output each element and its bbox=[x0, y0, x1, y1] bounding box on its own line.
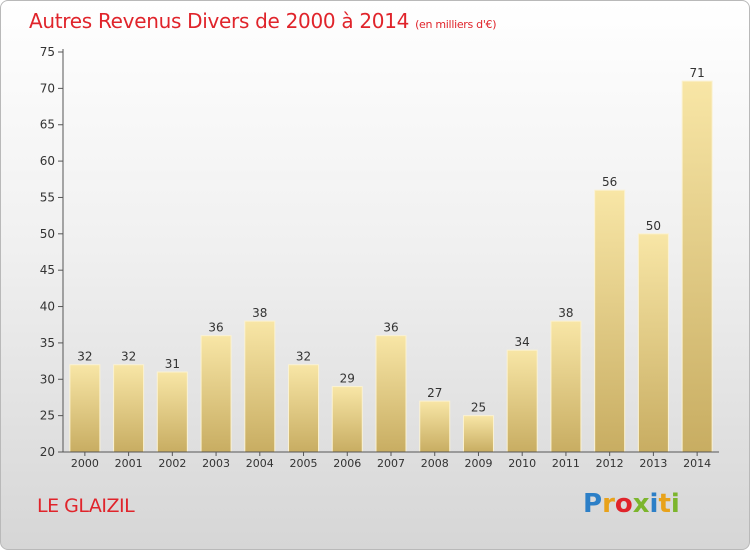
y-tick-label-55: 55 bbox=[40, 190, 55, 204]
data-label-2003: 36 bbox=[208, 321, 223, 335]
bar-2004 bbox=[244, 320, 276, 453]
bar-2000 bbox=[69, 364, 101, 453]
x-tick-label-2005: 2005 bbox=[290, 457, 318, 470]
bar-2013 bbox=[637, 233, 669, 453]
y-tick-label-70: 70 bbox=[40, 81, 55, 95]
data-label-2005: 32 bbox=[296, 350, 311, 364]
x-tick-label-2014: 2014 bbox=[683, 457, 711, 470]
x-tick-label-2004: 2004 bbox=[246, 457, 274, 470]
bars-group: 32 32 31 36 38 32 29 36 27 25 34 38 56 50 71 bbox=[69, 66, 713, 453]
data-label-2001: 32 bbox=[121, 350, 136, 364]
x-tick-label-2011: 2011 bbox=[552, 457, 580, 470]
y-tick-label-75: 75 bbox=[40, 45, 55, 59]
chart-title-text: Autres Revenus Divers de 2000 à 2014 bbox=[29, 9, 410, 33]
bar-2011 bbox=[550, 320, 582, 453]
x-tick-label-2008: 2008 bbox=[421, 457, 449, 470]
x-tick-label-2000: 2000 bbox=[71, 457, 99, 470]
x-tick-label-2002: 2002 bbox=[158, 457, 186, 470]
bar-2005 bbox=[288, 364, 320, 453]
y-tick-label-35: 35 bbox=[40, 336, 55, 350]
chart-subtitle: (en milliers d'€) bbox=[415, 18, 497, 31]
bar-2012 bbox=[594, 189, 626, 453]
data-label-2008: 27 bbox=[427, 386, 442, 400]
y-tick-label-50: 50 bbox=[40, 227, 55, 241]
bar-2009 bbox=[462, 415, 494, 453]
data-label-2004: 38 bbox=[252, 306, 267, 320]
data-label-2007: 36 bbox=[383, 321, 398, 335]
x-tick-label-2007: 2007 bbox=[377, 457, 405, 470]
y-tick-label-65: 65 bbox=[40, 118, 55, 132]
x-tick-label-2003: 2003 bbox=[202, 457, 230, 470]
bar-2014 bbox=[681, 80, 713, 453]
y-tick-label-40: 40 bbox=[40, 300, 55, 314]
data-label-2006: 29 bbox=[340, 372, 355, 386]
data-label-2011: 38 bbox=[558, 306, 573, 320]
y-tick-label-60: 60 bbox=[40, 154, 55, 168]
data-label-2014: 71 bbox=[689, 66, 704, 80]
data-label-2000: 32 bbox=[77, 350, 92, 364]
y-tick-label-20: 20 bbox=[40, 445, 55, 459]
y-tick-label-45: 45 bbox=[40, 263, 55, 277]
bar-2008 bbox=[419, 400, 451, 453]
x-tick-label-2001: 2001 bbox=[115, 457, 143, 470]
bar-2003 bbox=[200, 335, 232, 453]
x-tick-label-2013: 2013 bbox=[639, 457, 667, 470]
data-label-2009: 25 bbox=[471, 401, 486, 415]
chart-title: Autres Revenus Divers de 2000 à 2014 (en … bbox=[29, 9, 497, 33]
bar-2001 bbox=[113, 364, 145, 453]
y-tick-label-25: 25 bbox=[40, 409, 55, 423]
axes-group: 2000 2001 2002 2003 2004 2005 2006 2007 2008 2009… bbox=[40, 45, 719, 470]
data-label-2013: 50 bbox=[646, 219, 661, 233]
bar-2002 bbox=[156, 371, 188, 453]
bar-2007 bbox=[375, 335, 407, 453]
x-tick-label-2012: 2012 bbox=[596, 457, 624, 470]
data-label-2002: 31 bbox=[165, 357, 180, 371]
bar-2006 bbox=[331, 386, 363, 453]
data-label-2012: 56 bbox=[602, 175, 617, 189]
town-name: LE GLAIZIL bbox=[37, 495, 135, 517]
x-tick-label-2009: 2009 bbox=[464, 457, 492, 470]
proxiti-logo: Proxiti bbox=[583, 489, 680, 519]
x-tick-label-2006: 2006 bbox=[333, 457, 361, 470]
y-tick-label-30: 30 bbox=[40, 372, 55, 386]
x-tick-label-2010: 2010 bbox=[508, 457, 536, 470]
bar-2010 bbox=[506, 349, 538, 453]
data-label-2010: 34 bbox=[515, 335, 530, 349]
